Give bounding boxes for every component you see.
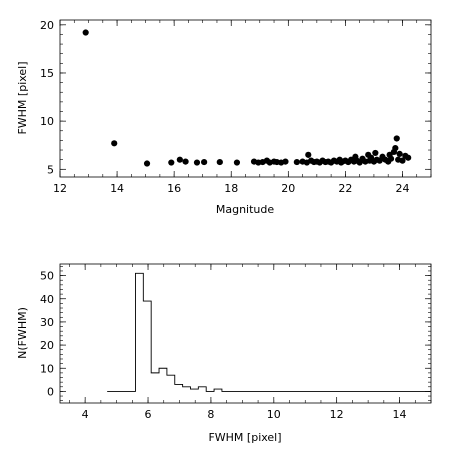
data-point xyxy=(282,158,289,165)
data-point xyxy=(176,156,183,163)
data-point xyxy=(387,155,395,162)
data-point xyxy=(396,150,403,157)
histogram-y-axis-label: N(FWHM) xyxy=(16,307,29,359)
x-tick-label: 18 xyxy=(224,182,238,195)
data-point xyxy=(182,158,189,165)
histogram-x-axis-label: FWHM [pixel] xyxy=(208,431,281,444)
y-tick-label: 15 xyxy=(40,67,54,80)
data-point xyxy=(82,29,89,36)
scatter-panel: 12 14 16 18 20 22 24 5 10 15 20 Magnitude FWHM [pi… xyxy=(16,19,432,216)
y-tick-label: 0 xyxy=(47,385,54,398)
x-tick-label: 14 xyxy=(110,182,124,195)
y-tick-label: 20 xyxy=(40,339,54,352)
data-point xyxy=(193,159,201,166)
y-tick-label: 5 xyxy=(47,163,54,176)
histogram-ticks: 4 6 8 10 12 14 0 10 20 30 40 50 xyxy=(40,264,432,421)
data-point xyxy=(233,159,241,166)
x-tick-label: 4 xyxy=(82,408,89,421)
scatter-points xyxy=(82,29,412,167)
x-tick-label: 8 xyxy=(207,408,214,421)
y-tick-label: 40 xyxy=(40,293,54,306)
x-tick-label: 6 xyxy=(145,408,152,421)
x-tick-label: 12 xyxy=(330,408,344,421)
x-tick-label: 22 xyxy=(338,182,352,195)
data-point xyxy=(305,151,312,158)
x-tick-label: 24 xyxy=(395,182,409,195)
data-point xyxy=(372,149,379,157)
histogram-plot-frame xyxy=(59,263,432,404)
histogram-step-line xyxy=(107,272,431,392)
y-tick-label: 50 xyxy=(40,270,54,283)
data-point xyxy=(405,154,412,161)
x-tick-label: 14 xyxy=(393,408,407,421)
data-point xyxy=(111,140,118,147)
data-point xyxy=(399,157,406,164)
scatter-x-axis-label: Magnitude xyxy=(216,203,275,216)
data-point xyxy=(393,135,400,142)
x-tick-label: 16 xyxy=(167,182,181,195)
data-point xyxy=(143,160,151,167)
data-point xyxy=(201,158,208,166)
y-tick-label: 10 xyxy=(40,362,54,375)
y-tick-label: 10 xyxy=(40,115,54,128)
x-tick-label: 20 xyxy=(281,182,295,195)
data-point xyxy=(216,158,223,166)
y-tick-label: 30 xyxy=(40,316,54,329)
histogram-panel: 4 6 8 10 12 14 0 10 20 30 40 50 FWHM [pixel] N(FWHM… xyxy=(16,263,432,444)
y-tick-label: 20 xyxy=(40,19,54,32)
scatter-ticks: 12 14 16 18 20 22 24 5 10 15 20 xyxy=(40,19,432,195)
data-point xyxy=(392,145,399,152)
scatter-y-axis-label: FWHM [pixel] xyxy=(16,61,29,134)
data-point xyxy=(168,159,175,166)
data-point xyxy=(293,158,300,166)
x-tick-label: 10 xyxy=(267,408,281,421)
x-tick-label: 12 xyxy=(53,182,67,195)
